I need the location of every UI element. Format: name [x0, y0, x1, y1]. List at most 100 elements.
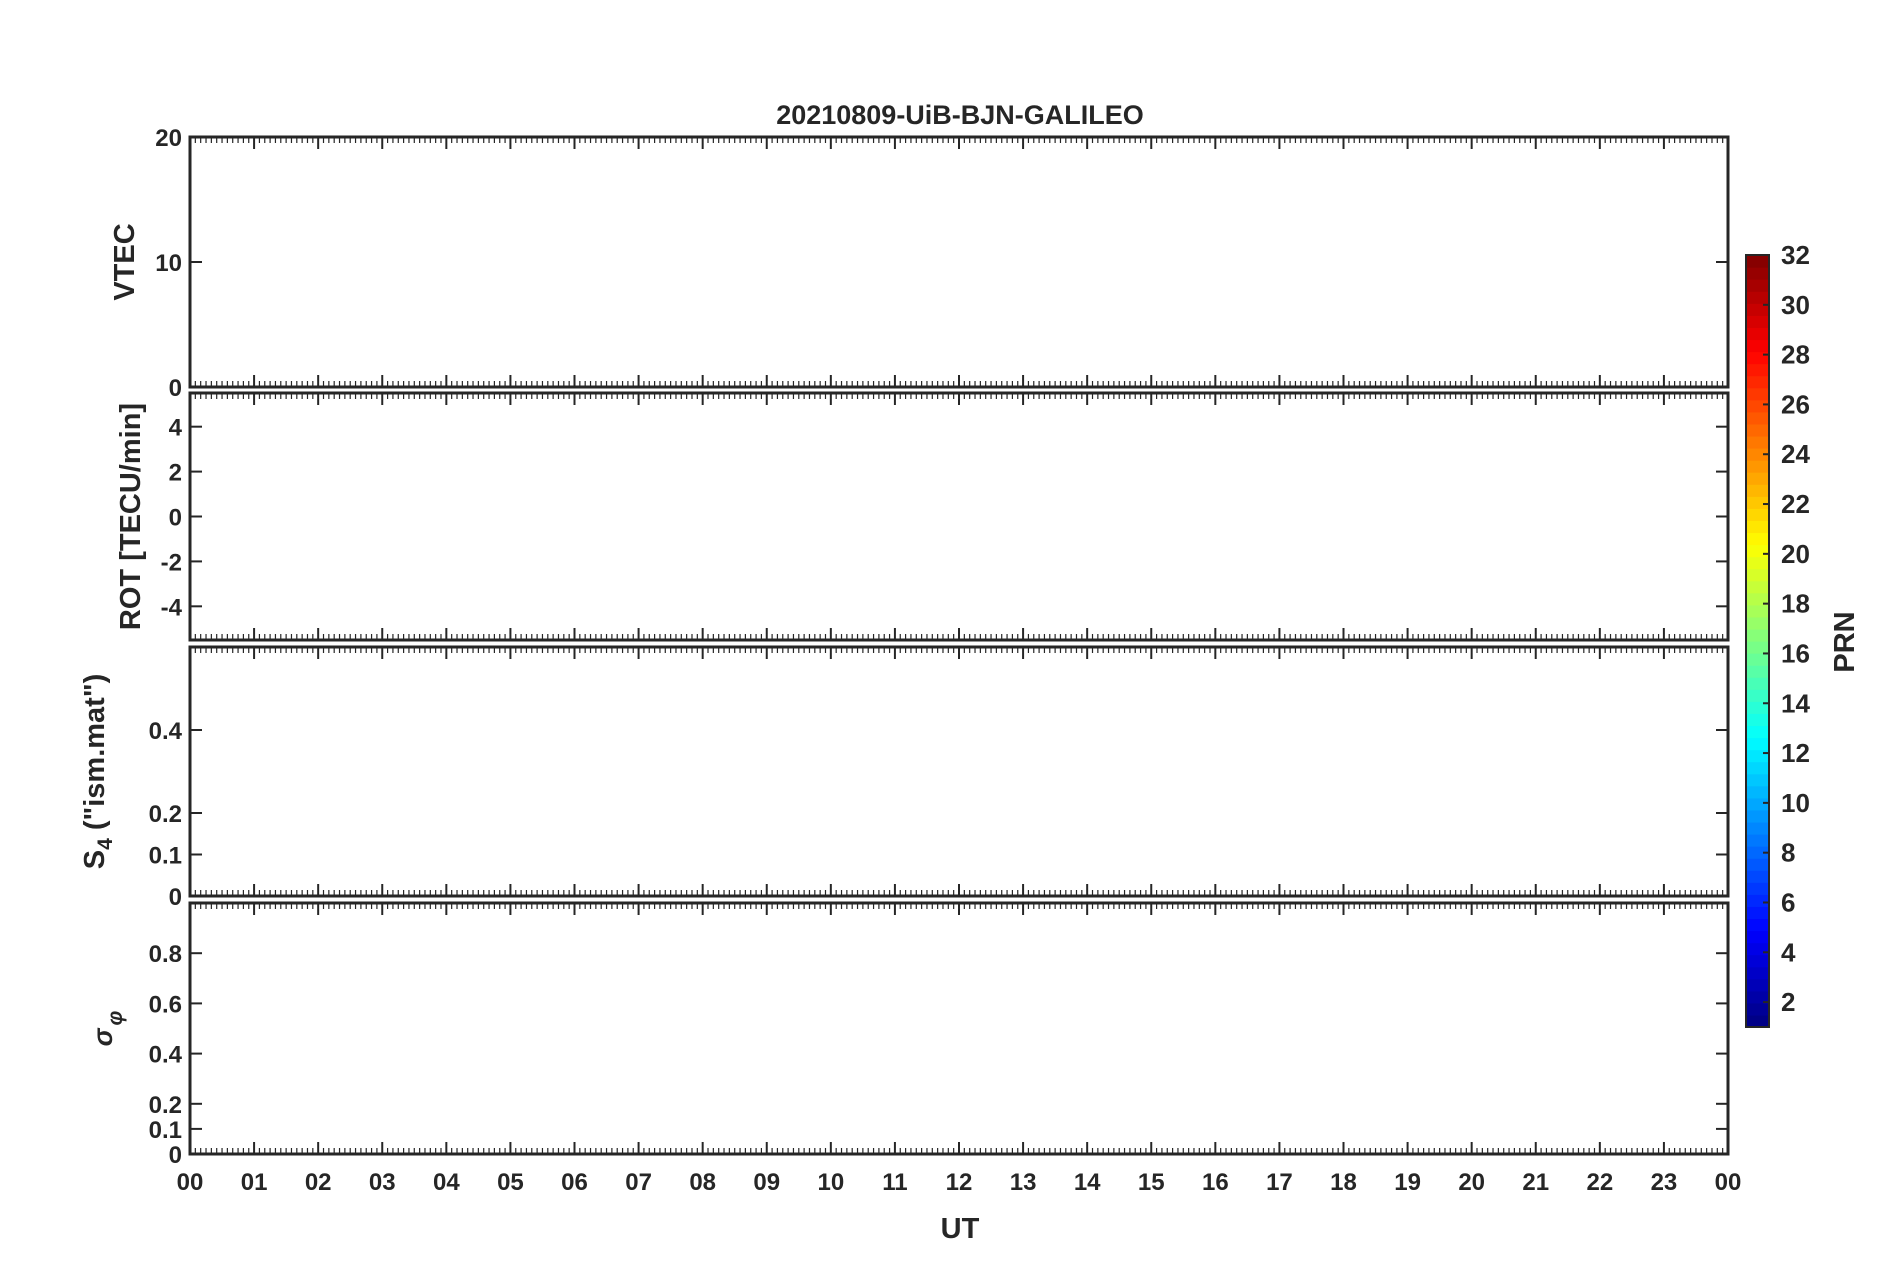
x-tick-label: 17: [1266, 1169, 1293, 1196]
colorbar-segment: [1746, 327, 1769, 341]
x-tick-label: 13: [1010, 1169, 1037, 1196]
colorbar-segment: [1746, 990, 1769, 1004]
y-tick-label: 0: [169, 1142, 182, 1169]
panel-rot: -4 -2 0 2 4 ROT [TECU/min]: [115, 391, 1730, 642]
colorbar-segment: [1746, 918, 1769, 932]
colorbar-segment: [1746, 460, 1769, 473]
x-tick-label: 10: [817, 1169, 844, 1196]
x-tick-label: 12: [946, 1169, 973, 1196]
y-tick-label: 0.4: [149, 718, 183, 745]
x-axis-label: UT: [941, 1213, 980, 1245]
colorbar-segment: [1746, 1002, 1769, 1016]
colorbar-frame: [1745, 254, 1770, 1028]
colorbar-segment: [1746, 821, 1769, 835]
colorbar-segment: [1746, 689, 1769, 702]
colorbar-segment: [1746, 604, 1769, 618]
y-tick-label: 20: [155, 125, 182, 152]
colorbar-segment: [1746, 701, 1769, 714]
colorbar-tick-label: 2: [1781, 987, 1795, 1017]
colorbar-segment: [1746, 375, 1769, 389]
colorbar-tick-label: 32: [1781, 240, 1810, 270]
x-tick-label: 21: [1522, 1169, 1549, 1196]
y-tick-label: 0.8: [149, 941, 182, 968]
colorbar-tick-label: 8: [1781, 838, 1795, 868]
colorbar-tick-label: 26: [1781, 389, 1810, 419]
colorbar-segment: [1746, 592, 1769, 606]
colorbar-segment: [1746, 665, 1769, 678]
colorbar-tick-label: 24: [1781, 439, 1810, 469]
colorbar-tick-label: 14: [1781, 688, 1810, 718]
x-tick-label: 05: [497, 1169, 524, 1196]
colorbar-segment: [1746, 978, 1769, 992]
colorbar-segment: [1746, 966, 1769, 980]
colorbar-segment: [1746, 616, 1769, 630]
colorbar-tick-label: 20: [1781, 539, 1810, 569]
y-axis-label-part: S: [79, 850, 111, 869]
colorbar-segment: [1746, 496, 1769, 509]
colorbar-segment: [1746, 834, 1769, 847]
colorbar-segment: [1746, 484, 1769, 497]
colorbar-segment: [1746, 435, 1769, 449]
colorbar-segment: [1746, 520, 1769, 534]
x-tick-label: 16: [1202, 1169, 1229, 1196]
panel-sigma_phi: 00.10.2 0.4 0.6 0.8 σφ 00 01 02 03 04 05 06 07 08 09 10…: [88, 901, 1741, 1196]
colorbar-tick-label: 16: [1781, 638, 1810, 668]
colorbar-segment: [1746, 580, 1769, 594]
y-tick-label: -4: [161, 594, 183, 621]
y-tick-label: 0.4: [149, 1042, 183, 1069]
colorbar-segment: [1746, 255, 1769, 268]
panel-frame: [188, 135, 1730, 389]
colorbar-segment: [1746, 363, 1769, 377]
colorbar-segment: [1746, 508, 1769, 521]
panel-vtec: 0 10 20 VTEC: [109, 125, 1730, 402]
x-tick-label: 18: [1330, 1169, 1357, 1196]
colorbar-segment: [1746, 544, 1769, 558]
colorbar-segment: [1746, 785, 1769, 799]
colorbar-segment: [1746, 930, 1769, 944]
x-tick-label: 04: [433, 1169, 460, 1196]
colorbar-segment: [1746, 737, 1769, 751]
colorbar-segment: [1746, 303, 1769, 316]
x-tick-label: 15: [1138, 1169, 1165, 1196]
x-tick-label: 19: [1394, 1169, 1421, 1196]
colorbar-segment: [1746, 846, 1769, 859]
x-tick-label: 08: [689, 1169, 716, 1196]
panel-frame: [188, 645, 1730, 898]
y-tick-label: 2: [169, 460, 182, 487]
panel-frame: [188, 901, 1730, 1156]
colorbar-segment: [1746, 797, 1769, 811]
colorbar-tick-label: 10: [1781, 788, 1810, 818]
x-tick-label: 09: [753, 1169, 780, 1196]
colorbar-segment: [1746, 858, 1769, 871]
y-tick-label: 0.1: [149, 1117, 182, 1144]
colorbar-segment: [1746, 556, 1769, 570]
y-tick-label: 0.2: [149, 801, 182, 828]
colorbar-segment: [1746, 677, 1769, 690]
x-tick-label: 20: [1458, 1169, 1485, 1196]
colorbar-tick-label: 12: [1781, 738, 1810, 768]
colorbar-segment: [1746, 423, 1769, 437]
colorbar-segment: [1746, 906, 1769, 920]
panel-frame: [188, 391, 1730, 642]
colorbar-tick-label: 22: [1781, 489, 1810, 519]
colorbar-segment: [1746, 532, 1769, 546]
y-tick-label: 0: [169, 505, 182, 532]
colorbar-segment: [1746, 809, 1769, 823]
colorbar-label: PRN: [1829, 611, 1861, 672]
x-tick-label: 02: [305, 1169, 332, 1196]
x-tick-label: 07: [625, 1169, 652, 1196]
colorbar-tick-label: 30: [1781, 290, 1810, 320]
y-axis-label-part: σ: [88, 1027, 118, 1046]
colorbar-segment: [1746, 351, 1769, 365]
colorbar-segment: [1746, 628, 1769, 642]
y-tick-label: 0: [169, 375, 182, 402]
colorbar-segment: [1746, 339, 1769, 353]
colorbar-segment: [1746, 1014, 1769, 1028]
x-tick-label: 14: [1074, 1169, 1101, 1196]
colorbar-segment: [1746, 411, 1769, 425]
y-tick-label: 0.2: [149, 1092, 182, 1119]
